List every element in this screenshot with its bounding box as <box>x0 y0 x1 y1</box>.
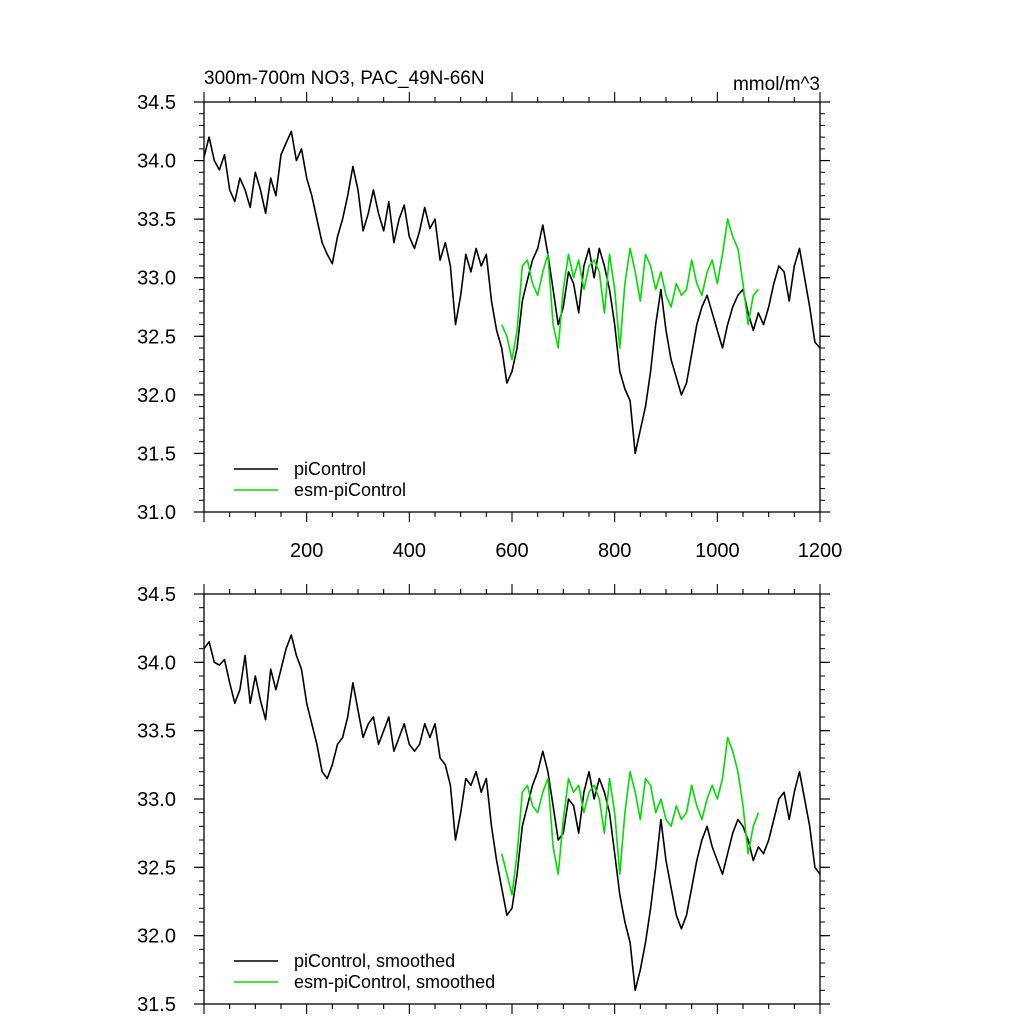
x-tick-label: 1200 <box>798 540 843 562</box>
chart-title: 300m-700m NO3, PAC_49N-66N <box>204 68 485 89</box>
y-tick-label-bottom: 32.5 <box>137 857 176 879</box>
panel-bottom: 31.5 32.0 32.5 33.0 33.5 34.0 34.5 piControl, … <box>137 584 830 1016</box>
series-line-picontrol-smoothed-bottom <box>203 634 821 992</box>
y-tick-label-top: 31.5 <box>137 443 176 465</box>
legend-bottom: piControl, smoothed esm-piControl, smoot… <box>234 951 495 992</box>
y-tick-label-bottom: 34.5 <box>137 584 176 606</box>
y-tick-label-bottom: 33.5 <box>137 721 176 743</box>
series-lines-bottom <box>203 634 821 992</box>
x-tick-label: 200 <box>290 540 323 562</box>
units-label: mmol/m^3 <box>733 74 820 95</box>
x-tick-label: 600 <box>495 540 528 562</box>
y-tick-label-top: 34.0 <box>137 151 176 173</box>
x-tick-label: 800 <box>598 540 631 562</box>
series-line-picontrol-top <box>203 130 821 455</box>
x-tick-label: 400 <box>393 540 426 562</box>
y-tick-label-bottom: 34.0 <box>137 652 176 674</box>
y-tick-label-top: 31.0 <box>137 502 176 524</box>
legend-label-esm-picontrol: esm-piControl <box>294 480 406 500</box>
legend-top: piControl esm-piControl <box>234 459 406 500</box>
legend-label-esm-picontrol-smoothed: esm-piControl, smoothed <box>294 972 495 992</box>
y-tick-label-top: 32.5 <box>137 326 176 348</box>
legend-label-picontrol-smoothed: piControl, smoothed <box>294 951 455 971</box>
y-tick-label-top: 33.5 <box>137 209 176 231</box>
series-line-esm-picontrol-top <box>500 218 760 361</box>
y-tick-label-top: 34.5 <box>137 92 176 114</box>
y-tick-label-top: 33.0 <box>137 268 176 290</box>
panel-top: 300m-700m NO3, PAC_49N-66N mmol/m^3 31.0… <box>137 68 842 562</box>
y-tick-label-bottom: 33.0 <box>137 789 176 811</box>
series-lines-top <box>203 130 821 455</box>
series-line-esm-picontrol-smoothed-bottom <box>500 736 760 896</box>
x-tick-label: 1000 <box>695 540 740 562</box>
y-tick-label-bottom: 31.5 <box>137 994 176 1016</box>
legend-label-picontrol: piControl <box>294 459 366 479</box>
axis-ticks-bottom: 31.5 32.0 32.5 33.0 33.5 34.0 34.5 <box>137 584 830 1016</box>
y-tick-label-top: 32.0 <box>137 385 176 407</box>
y-tick-label-bottom: 32.0 <box>137 926 176 948</box>
axis-ticks-top: 31.0 31.5 32.0 32.5 33.0 33.5 34.0 34.5 200 400 60… <box>137 92 842 562</box>
